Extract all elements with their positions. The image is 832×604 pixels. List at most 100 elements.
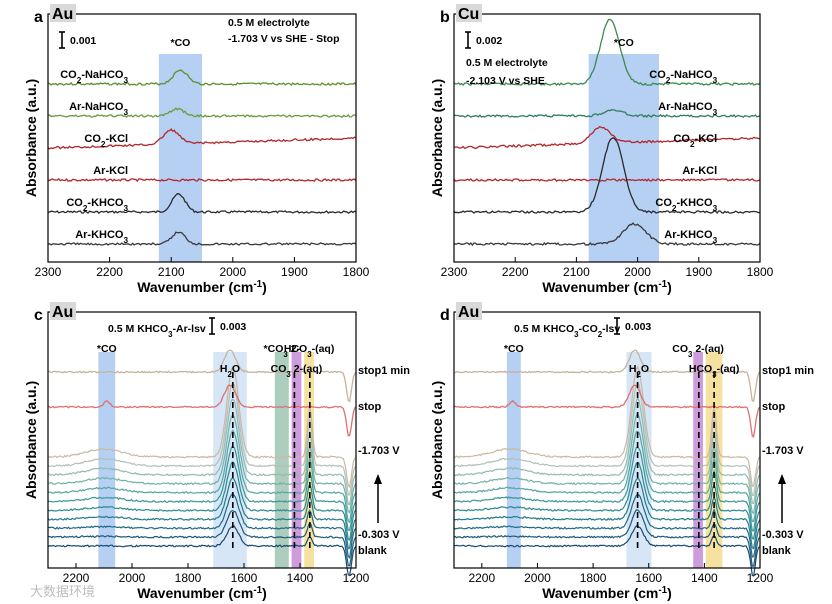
x-tick-label-3: 2000 xyxy=(219,265,246,279)
band-label-2: CO3 2-(aq) xyxy=(672,343,724,359)
lsv-trace-5 xyxy=(453,446,761,532)
trace-3 xyxy=(47,178,357,183)
plot-frame xyxy=(453,13,761,263)
panel-c: stop1 min stop -1.703 V -0.303 V blank *CO H2O… xyxy=(23,302,410,601)
x-tick-label-5: 1800 xyxy=(747,265,774,279)
panel-d: stop1 min stop -1.703 V -0.303 V blank *CO H2O… xyxy=(429,302,814,601)
label-voltage-bottom: -0.303 V xyxy=(762,529,804,541)
band-label-0: *CO xyxy=(171,37,191,49)
trace-label-5: Ar-KHCO3 xyxy=(664,229,717,245)
y-axis-title: Absorbance (a.u.) xyxy=(429,79,445,197)
lsv-trace-10 xyxy=(453,365,761,488)
lsv-trace-4 xyxy=(453,462,761,540)
band-label-2: *CO3 2- xyxy=(264,343,301,359)
x-tick-label-0: 2300 xyxy=(441,265,468,279)
band-label-0: *CO xyxy=(614,37,634,49)
x-tick-label-4: 1900 xyxy=(281,265,308,279)
x-tick-label-1: 2000 xyxy=(524,571,551,585)
lsv-trace-8 xyxy=(453,397,761,505)
trace-4 xyxy=(453,137,761,215)
trace-label-5: Ar-KHCO3 xyxy=(75,229,128,245)
lsv-trace-5 xyxy=(47,445,357,531)
lsv-trace-3 xyxy=(47,476,357,550)
metal-tag-bg xyxy=(50,4,76,22)
stop1min-trace xyxy=(453,349,761,402)
scale-bar-label: 0.003 xyxy=(220,321,246,333)
x-tick-label-4: 1900 xyxy=(685,265,712,279)
trace-label-0: CO2-NaHCO3 xyxy=(649,69,717,85)
x-tick-label-0: 2200 xyxy=(63,571,90,585)
label-stop1min: stop1 min xyxy=(762,365,814,377)
x-tick-label-3: 1600 xyxy=(231,571,258,585)
stop-trace xyxy=(453,384,761,438)
lsv-trace-10 xyxy=(47,366,357,488)
label-blank: blank xyxy=(762,545,792,557)
trace-label-0: CO2-NaHCO3 xyxy=(60,69,128,85)
x-tick-label-2: 2100 xyxy=(158,265,185,279)
stop-trace xyxy=(48,384,357,437)
lsv-trace-9 xyxy=(453,381,761,496)
band-label-1: H2O xyxy=(629,363,649,379)
x-tick-label-4: 1400 xyxy=(691,571,718,585)
stop1min-trace xyxy=(47,349,357,403)
label-stop: stop xyxy=(358,401,382,413)
lsv-trace-9 xyxy=(47,382,357,496)
panel-a: CO2-NaHCO3 Ar-NaHCO3 CO2-KCl Ar-KCl CO2-KHCO… xyxy=(23,4,370,295)
x-axis-title: Wavenumber (cm-1) xyxy=(542,279,672,296)
panel-b: CO2-NaHCO3 Ar-NaHCO3 CO2-KCl Ar-KCl CO2-KHCO… xyxy=(429,4,774,295)
trace-1 xyxy=(453,109,761,118)
plot-frame xyxy=(47,311,357,569)
band-label-1: H2O xyxy=(220,363,240,379)
lsv-trace-7 xyxy=(48,413,357,514)
lsv-trace-4 xyxy=(47,461,357,541)
x-tick-label-4: 1400 xyxy=(287,571,314,585)
x-tick-label-0: 2200 xyxy=(468,571,495,585)
x-tick-label-1: 2000 xyxy=(119,571,146,585)
lsv-trace-2 xyxy=(453,493,761,558)
scale-bar-label: 0.003 xyxy=(625,321,651,333)
label-stop: stop xyxy=(762,401,786,413)
lsv-trace-0 xyxy=(453,525,761,577)
trace-label-2: CO2-KCl xyxy=(673,133,717,149)
panel-letter: c xyxy=(34,307,43,324)
y-axis-title: Absorbance (a.u.) xyxy=(429,381,445,499)
annotation-0: 0.5 M electrolyte xyxy=(466,57,548,69)
x-axis-title: Wavenumber (cm-1) xyxy=(542,585,672,602)
panel-letter: d xyxy=(440,307,450,324)
voltage-arrowhead xyxy=(778,474,786,484)
x-tick-label-1: 2200 xyxy=(96,265,123,279)
trace-label-4: CO2-KHCO3 xyxy=(655,197,717,213)
watermark: 大数据环境 xyxy=(30,584,95,599)
trace-label-2: CO2-KCl xyxy=(84,133,128,149)
trace-label-3: Ar-KCl xyxy=(682,165,717,177)
x-tick-label-5: 1200 xyxy=(343,571,370,585)
y-axis-title: Absorbance (a.u.) xyxy=(23,79,39,197)
plot-frame xyxy=(453,311,761,569)
band-0 xyxy=(98,352,116,568)
label-voltage-top: -1.703 V xyxy=(358,445,400,457)
band-2 xyxy=(693,352,703,568)
panel-letter: a xyxy=(34,9,43,26)
x-tick-label-2: 2100 xyxy=(563,265,590,279)
trace-4 xyxy=(47,193,356,214)
lsv-trace-1 xyxy=(453,509,761,567)
lsv-trace-2 xyxy=(48,492,357,559)
band-label-3: HCO3-(aq) xyxy=(689,363,739,379)
y-axis-title: Absorbance (a.u.) xyxy=(23,381,39,499)
plot-frame xyxy=(47,13,357,263)
annotation-0: 0.5 M KHCO3-CO2-lsv xyxy=(514,323,620,339)
lsv-trace-7 xyxy=(453,413,761,515)
x-tick-label-1: 2200 xyxy=(502,265,529,279)
scale-bar-label: 0.001 xyxy=(70,35,96,47)
x-tick-label-3: 2000 xyxy=(624,265,651,279)
scale-bar-label: 0.002 xyxy=(476,35,502,47)
band-0 xyxy=(588,54,660,262)
trace-2 xyxy=(47,128,357,150)
band-label-3: CO3 2-(aq) xyxy=(271,363,323,379)
x-tick-label-3: 1600 xyxy=(635,571,662,585)
metal-tag: Au xyxy=(52,6,73,23)
annotation-1: -1.703 V vs SHE - Stop xyxy=(228,33,339,45)
trace-2 xyxy=(454,125,761,150)
x-tick-label-5: 1200 xyxy=(747,571,774,585)
